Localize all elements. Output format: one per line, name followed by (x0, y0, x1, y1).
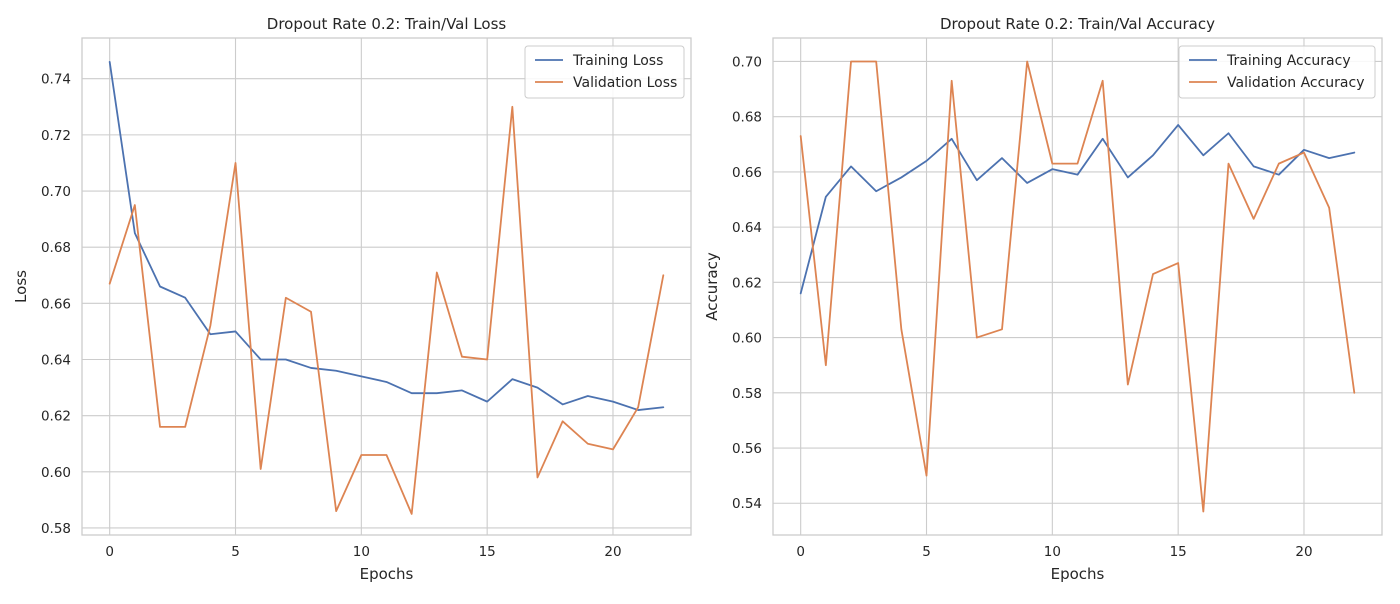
chart-1-xaxis-label: Epochs (360, 565, 414, 583)
chart-1-title: Dropout Rate 0.2: Train/Val Loss (267, 15, 507, 33)
chart-2-yaxis-label: Accuracy (703, 252, 721, 321)
chart-1-xtick-label: 5 (231, 544, 240, 560)
chart-2-xtick-label: 10 (1044, 544, 1061, 560)
chart-1-legend-label-2: Validation Loss (573, 75, 677, 91)
chart-2-ytick-label: 0.66 (732, 165, 762, 181)
chart-1-xtick-label: 15 (479, 544, 496, 560)
chart-2-legend: Training Accuracy Validation Accuracy (1178, 45, 1376, 99)
chart-1-ytick-label: 0.70 (41, 184, 71, 200)
chart-1-ytick-label: 0.58 (41, 521, 71, 537)
chart-1-legend: Training Loss Validation Loss (524, 45, 685, 99)
chart-1-yaxis-label: Loss (12, 270, 30, 303)
chart-2-xtick-label: 5 (922, 544, 931, 560)
chart-1: 0 5 10 15 20 0.58 0.60 0.62 0.64 0.66 0.68 0.70 0.72… (12, 15, 692, 583)
chart-2-xtick-label: 0 (796, 544, 805, 560)
chart-2-ytick-label: 0.62 (732, 275, 762, 291)
chart-2: 0 5 10 15 20 0.54 0.56 0.58 0.60 0.62 0.64 0.66 0.68… (703, 15, 1383, 583)
chart-1-series-line-2 (108, 105, 665, 515)
chart-1-xtick-label: 0 (105, 544, 114, 560)
chart-1-xtick-label: 10 (353, 544, 370, 560)
chart-2-ytick-label: 0.54 (732, 496, 762, 512)
chart-2-ytick-label: 0.56 (732, 441, 762, 457)
chart-1-ytick-label: 0.66 (41, 296, 71, 312)
chart-2-ytick-label: 0.68 (732, 110, 762, 126)
chart-2-title: Dropout Rate 0.2: Train/Val Accuracy (940, 15, 1215, 33)
chart-1-ytick-label: 0.60 (41, 465, 71, 481)
chart-1-ytick-label: 0.74 (41, 72, 71, 88)
chart-2-ytick-label: 0.60 (732, 331, 762, 347)
chart-1-ytick-label: 0.62 (41, 409, 71, 425)
chart-2-legend-box (1178, 45, 1376, 99)
chart-1-series-line-1 (108, 60, 665, 411)
chart-2-ytick-label: 0.70 (732, 54, 762, 70)
chart-1-frame (81, 37, 692, 536)
chart-2-xaxis-label: Epochs (1051, 565, 1105, 583)
chart-2-xtick-label: 20 (1295, 544, 1312, 560)
chart-2-ytick-label: 0.64 (732, 220, 762, 236)
chart-1-xtick-label: 20 (604, 544, 621, 560)
chart-1-ytick-label: 0.72 (41, 128, 71, 144)
chart-2-legend-label-1: Training Accuracy (1226, 53, 1351, 69)
chart-2-series-line-1 (799, 124, 1356, 295)
chart-1-legend-label-1: Training Loss (572, 53, 663, 69)
chart-2-ytick-label: 0.58 (732, 386, 762, 402)
chart-2-xtick-label: 15 (1170, 544, 1187, 560)
chart-1-ytick-label: 0.68 (41, 240, 71, 256)
chart-1-ytick-label: 0.64 (41, 353, 71, 369)
chart-1-legend-box (524, 45, 685, 99)
chart-2-frame (772, 37, 1383, 536)
chart-2-legend-label-2: Validation Accuracy (1227, 75, 1365, 91)
chart-2-series-line-2 (799, 60, 1356, 513)
